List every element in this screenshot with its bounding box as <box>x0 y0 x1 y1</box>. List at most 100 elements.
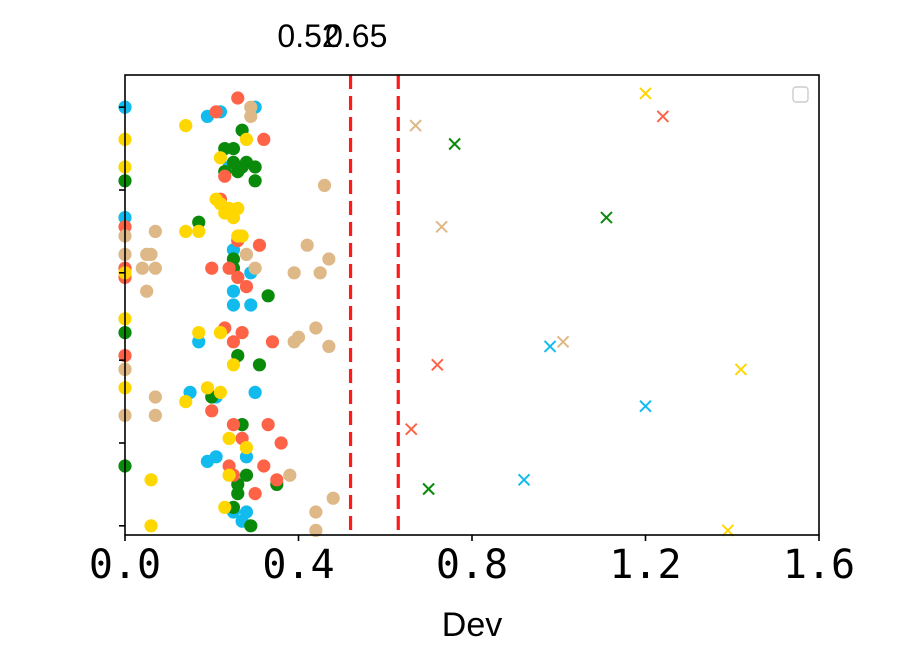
data-point-gold <box>239 441 254 455</box>
data-point-gold <box>213 151 228 165</box>
cross-stroke <box>721 524 735 537</box>
data-point-gold <box>192 224 206 238</box>
x-tick-label: 1.6 <box>783 542 855 588</box>
data-point-blue <box>244 298 258 312</box>
data-point-salmon <box>235 326 249 340</box>
threshold-label: 0.65 <box>325 18 387 54</box>
data-point-tan <box>287 266 301 280</box>
data-point-tan <box>287 335 301 349</box>
data-point-salmon <box>248 487 262 501</box>
data-point-gold <box>179 119 193 133</box>
data-point-tan <box>148 261 162 275</box>
data-point-blue <box>200 454 215 468</box>
data-point-tan <box>140 284 154 298</box>
data-point-blue <box>226 298 241 312</box>
data-point-salmon <box>239 280 254 294</box>
x-tick-label: 0.8 <box>436 542 508 588</box>
threshold-lines: 0.520.65 <box>277 18 400 535</box>
data-point-green <box>248 160 262 174</box>
data-point-tan <box>283 468 297 482</box>
data-point-tan <box>135 261 149 275</box>
data-point-gold <box>179 395 193 409</box>
cross-marker-green <box>600 211 613 224</box>
data-point-tan <box>244 100 258 114</box>
x-axis-ticks: 0.0 0.4 0.8 1.2 1.6 <box>89 535 855 588</box>
data-point-gold <box>192 326 206 340</box>
cross-stroke <box>431 358 444 372</box>
data-point-green <box>248 174 262 188</box>
data-point-salmon <box>231 270 245 284</box>
cross-stroke <box>600 211 613 224</box>
data-point-gold <box>226 358 241 372</box>
data-point-salmon <box>222 261 236 275</box>
data-point-tan <box>309 321 323 335</box>
data-point-green <box>261 289 275 303</box>
data-point-salmon <box>218 169 232 183</box>
data-point-salmon <box>226 418 241 432</box>
threshold-label: 0.52 <box>277 18 339 54</box>
cross-marker-green <box>448 137 461 151</box>
data-point-gold <box>179 224 193 238</box>
data-point-green <box>226 142 241 156</box>
cross-stroke <box>556 335 570 349</box>
data-point-blue <box>248 385 262 399</box>
data-point-gold <box>222 431 236 445</box>
data-point-tan <box>309 523 323 538</box>
cross-marker-gold <box>639 87 652 100</box>
cross-marker-salmon <box>656 110 670 123</box>
data-point-tan <box>313 266 327 280</box>
cross-stroke <box>448 137 461 151</box>
data-point-green <box>231 165 245 179</box>
y-axis-ticks <box>119 106 125 527</box>
cross-marker-green <box>422 482 435 496</box>
data-point-gold <box>213 326 228 340</box>
data-point-salmon <box>226 335 241 349</box>
data-point-green <box>231 487 245 501</box>
data-point-salmon <box>252 238 267 252</box>
data-point-salmon <box>257 459 271 473</box>
cross-stroke <box>734 363 748 376</box>
data-point-salmon <box>261 418 275 432</box>
data-point-tan <box>148 390 162 404</box>
data-point-gold <box>226 211 241 225</box>
cross-stroke <box>639 87 652 100</box>
data-point-blue <box>226 284 241 298</box>
data-point-gold <box>200 381 215 395</box>
cross-stroke <box>543 340 557 353</box>
data-point-gold <box>239 132 254 146</box>
data-point-tan <box>326 491 340 505</box>
cross-marker-salmon <box>431 358 444 372</box>
x-tick-label: 0.0 <box>89 542 161 588</box>
cross-marker-salmon <box>405 422 418 436</box>
cross-stroke <box>405 422 418 436</box>
cross-marker-blue <box>639 399 652 413</box>
data-point-salmon <box>265 335 280 349</box>
data-point-gold <box>222 468 236 482</box>
cross-marker-tan <box>435 220 448 234</box>
data-point-tan <box>317 178 332 192</box>
cross-stroke <box>517 473 531 487</box>
data-points <box>118 87 748 538</box>
data-point-green <box>252 358 267 372</box>
data-point-salmon <box>257 132 271 146</box>
data-point-tan <box>239 247 254 261</box>
data-point-tan <box>309 505 323 519</box>
data-point-green <box>239 468 254 482</box>
x-tick-label: 1.2 <box>609 542 681 588</box>
data-point-tan <box>248 261 262 275</box>
x-axis-title: Dev <box>442 606 502 644</box>
legend-box <box>792 86 809 103</box>
cross-stroke <box>639 399 652 413</box>
data-point-gold <box>144 519 158 533</box>
data-point-salmon <box>205 261 219 275</box>
x-tick-label: 0.4 <box>262 542 334 588</box>
data-point-salmon <box>270 473 284 487</box>
data-point-salmon <box>209 105 223 119</box>
data-point-tan <box>244 109 258 123</box>
cross-stroke <box>435 220 448 234</box>
data-point-blue <box>239 450 254 464</box>
data-point-tan <box>148 408 162 422</box>
cross-marker-gold <box>734 363 748 376</box>
data-point-tan <box>322 339 336 353</box>
